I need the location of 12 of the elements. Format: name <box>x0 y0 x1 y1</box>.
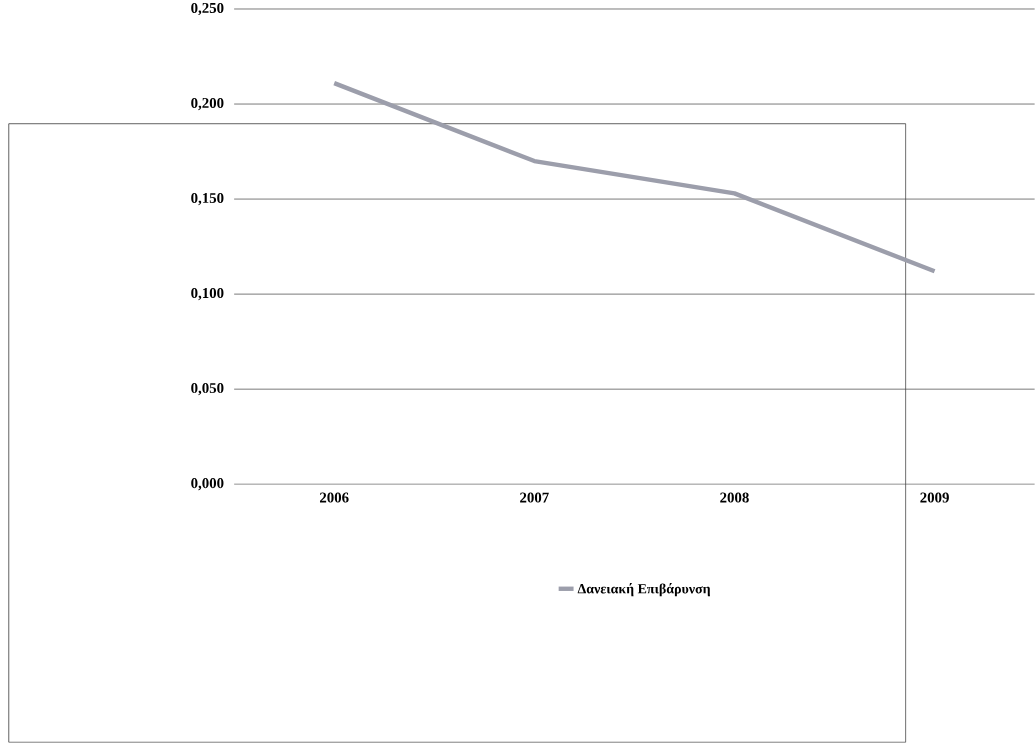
y-tick-label: 0,050 <box>191 383 224 396</box>
y-tick-label: 0,150 <box>191 193 224 206</box>
legend-label: Δανειακή Επιβάρυνση <box>577 583 710 597</box>
y-tick-label: 0,200 <box>191 98 224 111</box>
line-series <box>332 81 937 274</box>
y-tick-label: 0,000 <box>191 478 224 491</box>
x-tick-label: 2008 <box>720 492 749 503</box>
x-tick-label: 2007 <box>520 492 549 503</box>
x-tick-label: 2006 <box>320 492 349 503</box>
y-tick-label: 0,250 <box>191 3 224 16</box>
x-tick-label: 2009 <box>920 492 949 503</box>
y-tick-label: 0,100 <box>191 288 224 301</box>
